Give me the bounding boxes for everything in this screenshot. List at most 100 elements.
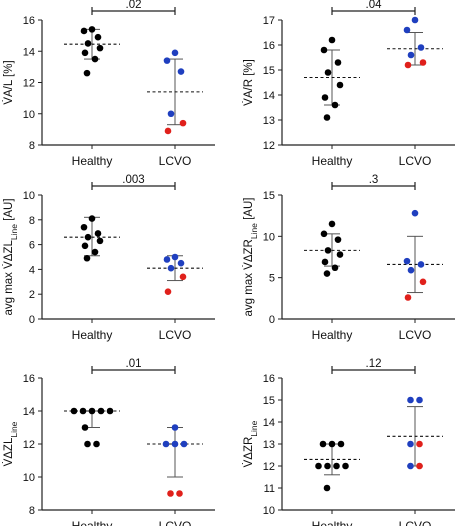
data-point-lcvo [163, 256, 171, 263]
y-tick-label: 12 [23, 78, 35, 90]
data-point-lcvo [417, 261, 425, 268]
y-tick-label: 13 [263, 115, 275, 127]
data-point-lcvo [171, 253, 179, 261]
data-point-healthy [324, 462, 331, 470]
y-axis-title-subscript: Line [9, 421, 19, 437]
data-point-lcvo [404, 294, 412, 301]
data-point-healthy [81, 424, 89, 431]
data-point-healthy [84, 40, 92, 47]
data-point-healthy [83, 254, 91, 262]
significance-p-value: .04 [366, 0, 383, 11]
y-tick-label: 10 [23, 472, 35, 484]
data-point-healthy [96, 237, 104, 245]
data-point-lcvo [407, 462, 414, 470]
y-axis-title-subscript: Line [249, 420, 259, 436]
chart-panel-vzl: 8 10 12 14 16 Healthy LCVO V̇ΔZLLine .01 [2, 358, 215, 526]
data-point-lcvo [416, 462, 423, 470]
significance-p-value: .3 [369, 174, 379, 186]
data-point-healthy [323, 484, 331, 492]
y-tick-label: 15 [263, 65, 275, 77]
data-point-healthy [88, 407, 96, 415]
y-tick-label: 12 [23, 439, 35, 451]
data-point-healthy [336, 251, 344, 258]
y-axis-title-unit: [AU] [243, 198, 255, 224]
y-tick-label: 4 [29, 264, 35, 276]
data-point-healthy [93, 440, 100, 448]
data-point-healthy [96, 44, 104, 52]
y-axis-title-subscript: Line [249, 223, 259, 239]
x-tick-label: Healthy [72, 154, 113, 168]
data-point-healthy [319, 440, 327, 448]
data-point-lcvo [171, 424, 179, 431]
data-point-healthy [323, 270, 331, 277]
data-point-healthy [324, 247, 332, 254]
y-tick-label: 12 [263, 140, 275, 152]
data-point-lcvo [167, 490, 174, 497]
data-point-lcvo [404, 61, 412, 69]
data-point-healthy [106, 407, 114, 415]
y-axis-title-main: V̇A/L [%] [2, 60, 15, 104]
x-tick-label: Healthy [72, 519, 113, 526]
y-axis-title-main: avg max V̇ΔZR [242, 239, 255, 316]
data-point-healthy [321, 94, 329, 101]
data-point-lcvo [171, 440, 179, 448]
data-point-healthy [80, 27, 88, 35]
y-tick-label: 15 [263, 395, 275, 407]
data-point-lcvo [403, 257, 411, 265]
x-tick-label: LCVO [399, 154, 432, 168]
data-point-lcvo [179, 273, 187, 281]
data-point-lcvo [407, 51, 415, 59]
data-point-lcvo [416, 440, 423, 448]
data-point-healthy [331, 264, 339, 272]
significance-p-value: .01 [126, 358, 142, 370]
data-point-healthy [88, 26, 96, 33]
data-point-healthy [324, 69, 332, 76]
y-axis-title: V̇A/R [%] [242, 59, 255, 106]
y-tick-label: 6 [29, 240, 35, 252]
y-tick-label: 2 [29, 289, 35, 301]
x-tick-label: Healthy [72, 328, 113, 342]
data-point-lcvo [162, 440, 170, 448]
y-tick-label: 11 [264, 483, 275, 495]
data-point-healthy [328, 440, 336, 448]
data-point-healthy [331, 101, 339, 109]
y-tick-label: 17 [263, 15, 275, 27]
y-tick-label: 16 [23, 373, 35, 385]
data-point-healthy [321, 258, 329, 266]
y-axis-title: avg max V̇ΔZLLine [AU] [2, 198, 19, 315]
data-point-lcvo [167, 264, 175, 272]
y-tick-label: 12 [263, 461, 275, 473]
chart-panel-zr: 0 5 10 15 Healthy LCVO avg max V̇ΔZRLine [AU].… [242, 174, 455, 342]
data-point-healthy [342, 462, 349, 470]
x-tick-label: Healthy [312, 154, 353, 168]
chart-panel-zl: 0 2 4 6 8 10 Healthy LCVO avg max V̇ΔZLLine [AU]… [2, 174, 215, 342]
y-axis-title-main: V̇A/R [%] [242, 59, 255, 106]
data-point-lcvo [403, 26, 411, 34]
data-point-healthy [315, 462, 322, 470]
data-point-healthy [336, 81, 344, 89]
y-tick-label: 14 [23, 406, 35, 418]
data-point-lcvo [407, 266, 415, 274]
data-point-healthy [328, 36, 336, 44]
significance-p-value: .12 [366, 358, 382, 370]
data-point-lcvo [419, 278, 427, 286]
y-tick-label: 14 [263, 90, 275, 102]
data-point-healthy [81, 49, 89, 57]
data-point-lcvo [416, 396, 423, 404]
x-tick-label: LCVO [159, 328, 192, 342]
y-tick-label: 0 [29, 314, 35, 326]
data-point-lcvo [177, 259, 185, 267]
y-tick-label: 10 [263, 505, 275, 517]
data-point-lcvo [419, 59, 427, 66]
y-tick-label: 13 [263, 439, 275, 451]
significance-p-value: .003 [122, 174, 144, 186]
data-point-healthy [333, 462, 340, 470]
data-point-healthy [94, 33, 102, 41]
data-point-healthy [334, 236, 342, 243]
x-tick-label: LCVO [159, 154, 192, 168]
y-tick-label: 14 [23, 46, 35, 58]
data-point-healthy [83, 69, 91, 77]
data-point-lcvo [171, 49, 179, 57]
data-point-lcvo [164, 127, 172, 135]
